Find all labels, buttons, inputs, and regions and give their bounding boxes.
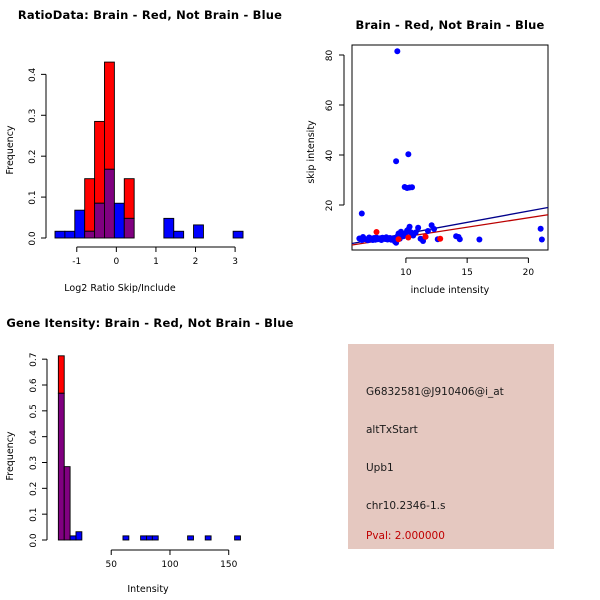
y-axis-tick-label: 0.0 [28, 231, 38, 246]
histogram-bar [122, 535, 130, 541]
x-axis-tick-label: 10 [400, 268, 412, 278]
scatter-point [422, 233, 429, 240]
x-axis-tick-label: 150 [220, 560, 237, 570]
scatter-point [437, 235, 444, 242]
y-axis-tick-label: 0.3 [28, 109, 38, 123]
panel-intensity-scatter: Brain - Red, Not Brain - Blue 20 40 60 80 1… [300, 0, 600, 300]
event-type-text: altTxStart [366, 424, 418, 436]
ratio-histogram-title: RatioData: Brain - Red, Not Brain - Blue [17, 8, 283, 22]
scatter-point [395, 236, 402, 243]
histogram-bar [54, 230, 66, 239]
panel-gene-info: G6832581@J910406@i_at altTxStart Upb1 ch… [300, 300, 600, 600]
scatter-point [358, 210, 365, 217]
histogram-bar [146, 535, 153, 541]
histogram-bar [69, 535, 77, 541]
y-axis-tick-label: 0.2 [29, 482, 39, 496]
histogram-bar-overlap [123, 217, 135, 239]
y-axis-tick-label: 0.5 [29, 404, 39, 418]
y-axis-tick-label: 0.2 [28, 150, 38, 164]
x-axis-tick-label: 50 [105, 560, 117, 570]
x-axis-tick-label: 0 [113, 257, 119, 267]
x-axis-tick-label: 100 [161, 560, 178, 570]
plot-box [351, 44, 549, 251]
scatter-point [405, 234, 412, 241]
scatter-point [538, 236, 545, 243]
y-axis-tick-label: 20 [325, 200, 335, 212]
histogram-bar [94, 120, 105, 204]
histogram-bar-overlap [57, 392, 65, 541]
histogram-bar [57, 355, 65, 394]
gene-histogram-plot: 0.0 0.1 0.2 0.3 0.4 0.5 0.6 0.7 50 100 150 Intens… [5, 353, 241, 595]
panel-ratio-histogram: RatioData: Brain - Red, Not Brain - Blue… [0, 0, 300, 300]
histogram-bar [140, 535, 147, 541]
histogram-bar [64, 230, 76, 239]
scatter-point [405, 151, 412, 158]
x-axis-tick-label: 20 [523, 268, 535, 278]
ratio-histogram-xlabel: Log2 Ratio Skip/Include [64, 283, 176, 294]
gene-histogram-xlabel: Intensity [127, 584, 169, 595]
scatter-point [424, 228, 431, 234]
histogram-bar-overlap [104, 168, 115, 239]
histogram-bar [113, 202, 125, 239]
histogram-bar [187, 535, 194, 541]
y-axis-tick-label: 60 [325, 100, 335, 112]
y-axis-tick-label: 80 [325, 50, 335, 62]
scatter-point [409, 184, 416, 191]
histogram-bar [151, 535, 159, 541]
locus-text: chr10.2346-1.s [366, 500, 446, 512]
scatter-point [537, 225, 544, 232]
histogram-bar-overlap [84, 230, 96, 239]
scatter-point [373, 229, 380, 235]
x-axis-tick-label: 1 [153, 257, 159, 267]
y-axis-tick-label: 0.6 [29, 378, 39, 393]
histogram-bar [204, 535, 212, 541]
scatter-point [415, 224, 422, 231]
histogram-bar [173, 230, 185, 239]
y-axis-tick-label: 0.1 [28, 190, 38, 204]
gene-symbol-text: Upb1 [366, 462, 394, 474]
y-axis-tick-label: 40 [325, 150, 335, 162]
histogram-bar [163, 217, 175, 239]
probe-id-text: G6832581@J910406@i_at [366, 386, 504, 398]
panel-gene-intensity-histogram: Gene Itensity: Brain - Red, Not Brain - … [0, 300, 300, 600]
x-axis-tick-label: 3 [232, 257, 238, 267]
histogram-bar [104, 61, 115, 170]
gene-info-card: G6832581@J910406@i_at altTxStart Upb1 ch… [348, 344, 554, 549]
ratio-histogram-plot: 0.0 0.1 0.2 0.3 0.4 -1 0 1 2 3 Log2 Ratio Skip/I… [5, 61, 244, 294]
histogram-bar [232, 230, 244, 239]
scatter-point [412, 229, 419, 236]
y-axis-tick-label: 0.4 [28, 67, 38, 82]
histogram-bar [123, 178, 135, 219]
x-axis-tick-label: 2 [193, 257, 199, 267]
y-axis-tick-label: 0.0 [29, 533, 39, 548]
histogram-bar [234, 535, 241, 541]
scatter-point [456, 236, 463, 243]
scatter-point [431, 226, 438, 232]
y-axis-tick-label: 0.3 [29, 456, 39, 470]
y-axis-tick-label: 0.7 [29, 353, 39, 367]
x-axis-tick-label: 15 [461, 268, 472, 278]
gene-histogram-ylabel: Frequency [5, 431, 16, 480]
x-axis-tick-label: -1 [72, 257, 81, 267]
histogram-bar [84, 178, 96, 232]
histogram-bar [193, 224, 204, 239]
histogram-bar-overlap [63, 466, 71, 541]
scatter-point [393, 158, 400, 165]
scatter-plot: 20 40 60 80 10 15 20 include intensity skip i… [306, 44, 549, 296]
scatter-title: Brain - Red, Not Brain - Blue [355, 18, 545, 32]
histogram-bar [75, 531, 83, 541]
y-axis-tick-label: 0.1 [29, 508, 39, 522]
y-axis-tick-label: 0.4 [29, 430, 39, 445]
pval-text: Pval: 2.000000 [366, 530, 445, 542]
ratio-histogram-ylabel: Frequency [5, 125, 16, 174]
histogram-bar [74, 209, 86, 239]
scatter-point [476, 236, 483, 243]
histogram-bar-overlap [94, 202, 105, 239]
scatter-point [406, 223, 413, 230]
scatter-xlabel: include intensity [411, 285, 490, 296]
scatter-point [394, 48, 401, 55]
gene-histogram-title: Gene Itensity: Brain - Red, Not Brain - … [6, 316, 294, 330]
scatter-ylabel: skip intensity [306, 120, 317, 184]
